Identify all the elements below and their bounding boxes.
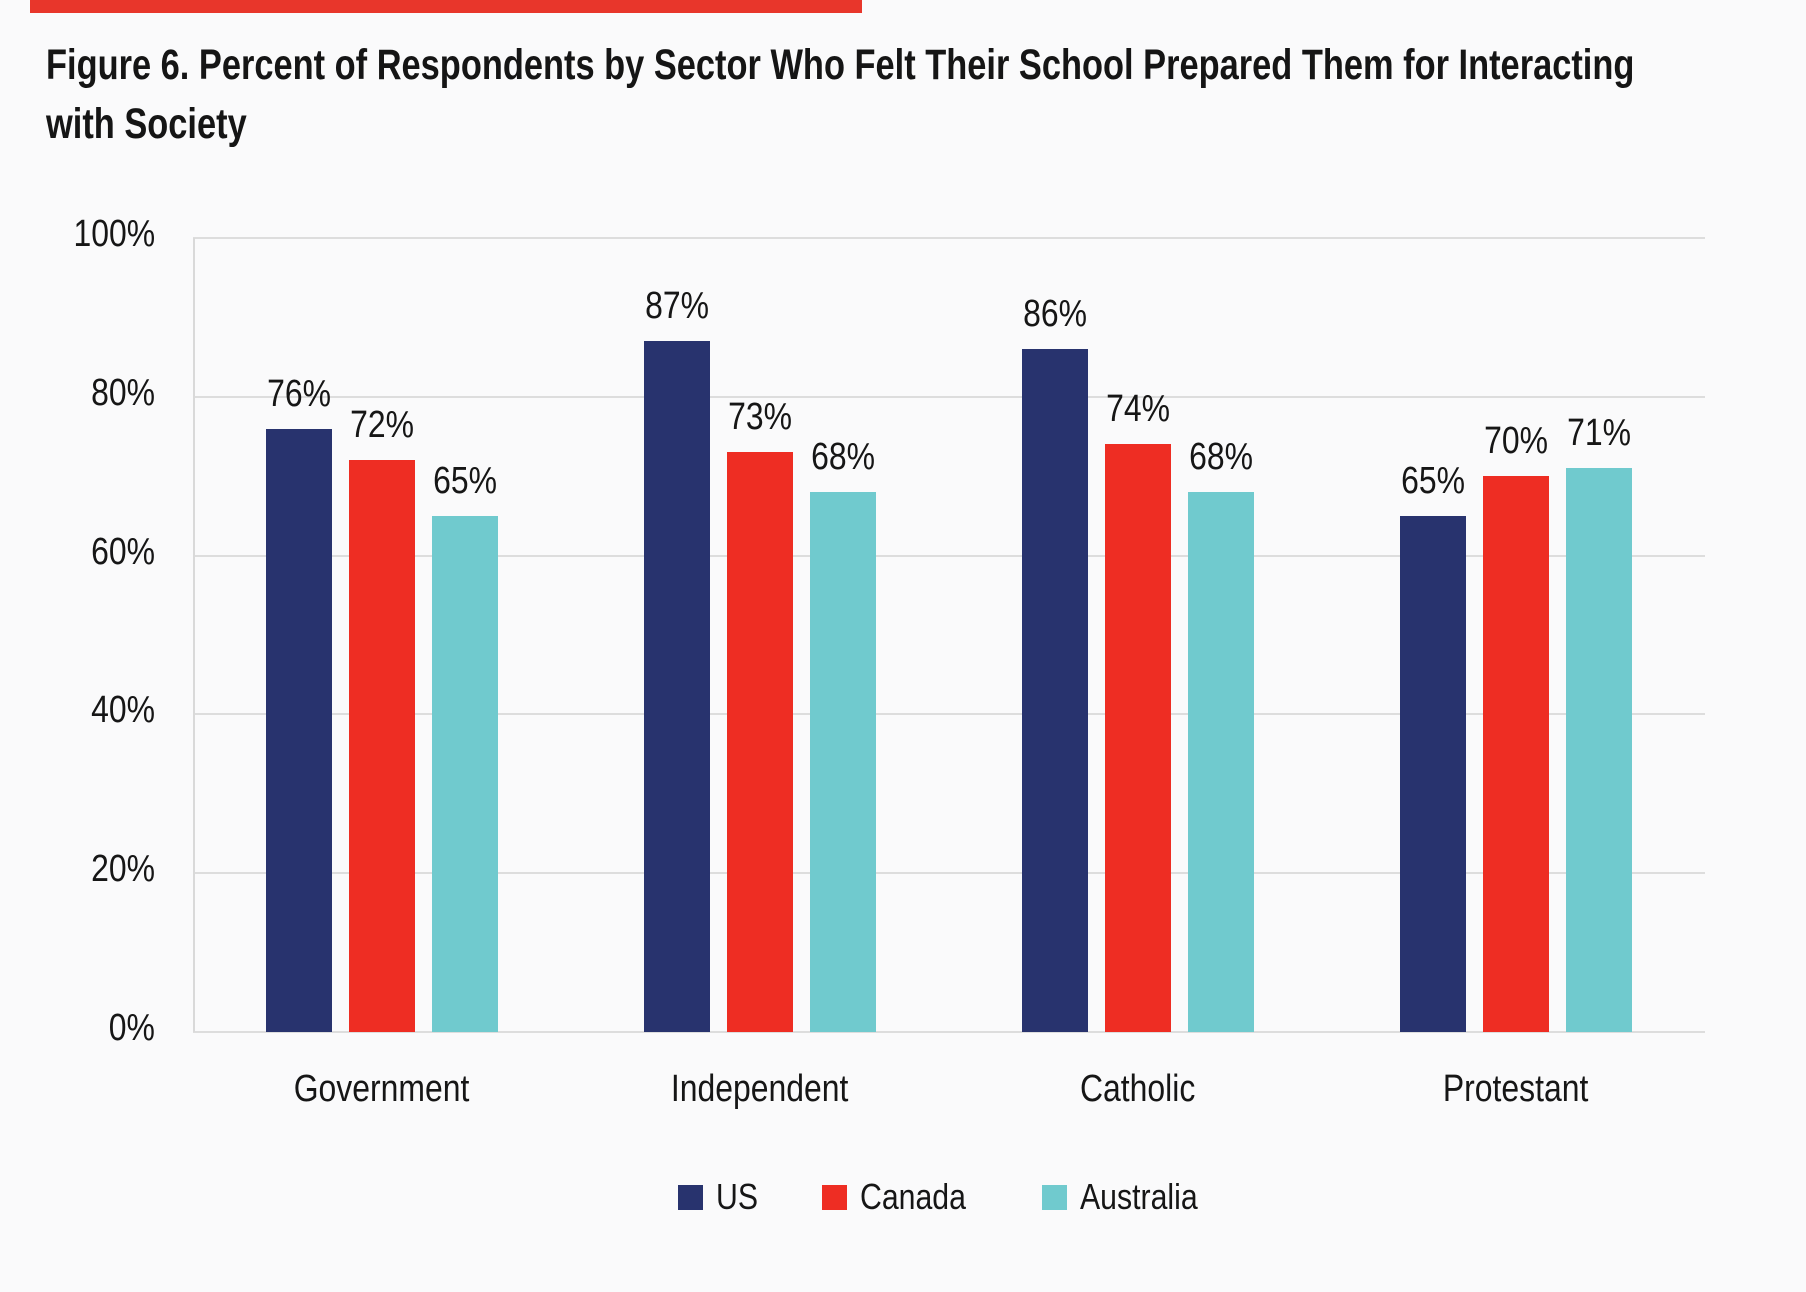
bar-value-label: 70% [1426, 420, 1606, 463]
legend-label-text: Australia [1080, 1176, 1198, 1217]
legend-item-canada: Canada [821, 1176, 986, 1218]
bar-government-us [266, 428, 332, 1032]
y-axis-tick-text: 20% [91, 848, 155, 891]
y-axis-tick-text: 40% [91, 689, 155, 732]
bar-value-text: 65% [1401, 459, 1465, 502]
page-accent-bar [30, 0, 862, 13]
legend-item-australia: Australia [1042, 1176, 1220, 1218]
y-axis-tick-label: 0% [0, 1007, 155, 1050]
y-axis-tick-label: 100% [0, 213, 155, 256]
category-label-text: Protestant [1443, 1068, 1589, 1110]
bar-protestant-australia [1566, 468, 1632, 1032]
y-axis-line [193, 238, 195, 1032]
legend-swatch-australia [1042, 1184, 1068, 1210]
y-axis-tick-text: 60% [91, 530, 155, 573]
bar-value-label: 86% [965, 293, 1145, 336]
category-label-independent: Independent [590, 1068, 930, 1111]
figure-title-line1: Figure 6. Percent of Respondents by Sect… [46, 41, 1635, 89]
bar-catholic-us [1022, 349, 1088, 1032]
gridline-0 [193, 1031, 1705, 1033]
bar-value-label: 68% [1131, 436, 1311, 479]
category-label-text: Government [294, 1068, 470, 1110]
bar-chart-plot-area: 0% 20% 40% 60% 80% 100% 76% 72% 65% Government 87%… [73, 213, 1705, 1110]
y-axis-tick-label: 20% [0, 848, 155, 891]
figure-title: Figure 6. Percent of Respondents by Sect… [46, 36, 1634, 154]
bar-value-text: 68% [1189, 436, 1253, 479]
category-label-government: Government [212, 1068, 552, 1111]
gridline-40 [193, 713, 1705, 716]
bar-value-label: 65% [1343, 460, 1523, 503]
bar-value-text: 74% [1106, 388, 1170, 431]
bar-value-text: 87% [645, 285, 709, 328]
legend-label-text: US [715, 1176, 758, 1217]
gridline-20 [193, 872, 1705, 875]
bar-independent-us [644, 341, 710, 1032]
bar-value-text: 73% [728, 396, 792, 439]
bar-value-text: 68% [811, 436, 875, 479]
bar-catholic-canada [1105, 444, 1171, 1032]
bar-value-text: 76% [267, 372, 331, 415]
gridline-80 [193, 395, 1705, 398]
legend-item-us: US [677, 1176, 766, 1218]
bar-value-label: 72% [292, 404, 472, 447]
bar-value-label: 76% [209, 373, 389, 416]
bar-government-australia [432, 515, 498, 1032]
gridline-100 [193, 237, 1705, 239]
bar-value-label: 74% [1048, 388, 1228, 431]
bar-value-text: 86% [1023, 293, 1087, 336]
legend-label-text: Canada [859, 1176, 966, 1217]
bar-value-label: 65% [375, 460, 555, 503]
bar-independent-australia [810, 492, 876, 1032]
bar-protestant-canada [1483, 476, 1549, 1032]
category-label-text: Independent [671, 1068, 849, 1110]
bar-value-label: 87% [587, 285, 767, 328]
y-axis-tick-label: 80% [0, 372, 155, 415]
figure-title-line2: with Society [46, 100, 247, 148]
legend-swatch-us [677, 1184, 703, 1210]
bar-catholic-australia [1188, 492, 1254, 1032]
category-label-protestant: Protestant [1346, 1068, 1686, 1111]
y-axis-tick-text: 0% [108, 1007, 155, 1049]
category-label-text: Catholic [1080, 1068, 1196, 1110]
bar-value-label: 68% [753, 436, 933, 479]
legend-label-us: US [716, 1176, 766, 1218]
y-axis-tick-label: 60% [0, 531, 155, 574]
bar-value-label: 71% [1509, 412, 1689, 455]
y-axis-tick-text: 80% [91, 371, 155, 414]
bar-value-text: 72% [350, 404, 414, 447]
y-axis-tick-label: 40% [0, 689, 155, 732]
legend-label-canada: Canada [860, 1176, 986, 1218]
bar-value-text: 70% [1484, 420, 1548, 463]
gridline-60 [193, 554, 1705, 557]
category-label-catholic: Catholic [968, 1068, 1308, 1111]
legend-label-australia: Australia [1080, 1176, 1220, 1218]
y-axis-tick-text: 100% [73, 213, 155, 255]
bar-independent-canada [727, 452, 793, 1032]
bar-value-text: 71% [1567, 412, 1631, 455]
legend-swatch-canada [821, 1184, 847, 1210]
chart-legend: US Canada Australia [193, 1176, 1705, 1218]
bar-protestant-us [1400, 515, 1466, 1032]
bar-government-canada [349, 460, 415, 1032]
bar-value-label: 73% [670, 396, 850, 439]
bar-value-text: 65% [433, 459, 497, 502]
